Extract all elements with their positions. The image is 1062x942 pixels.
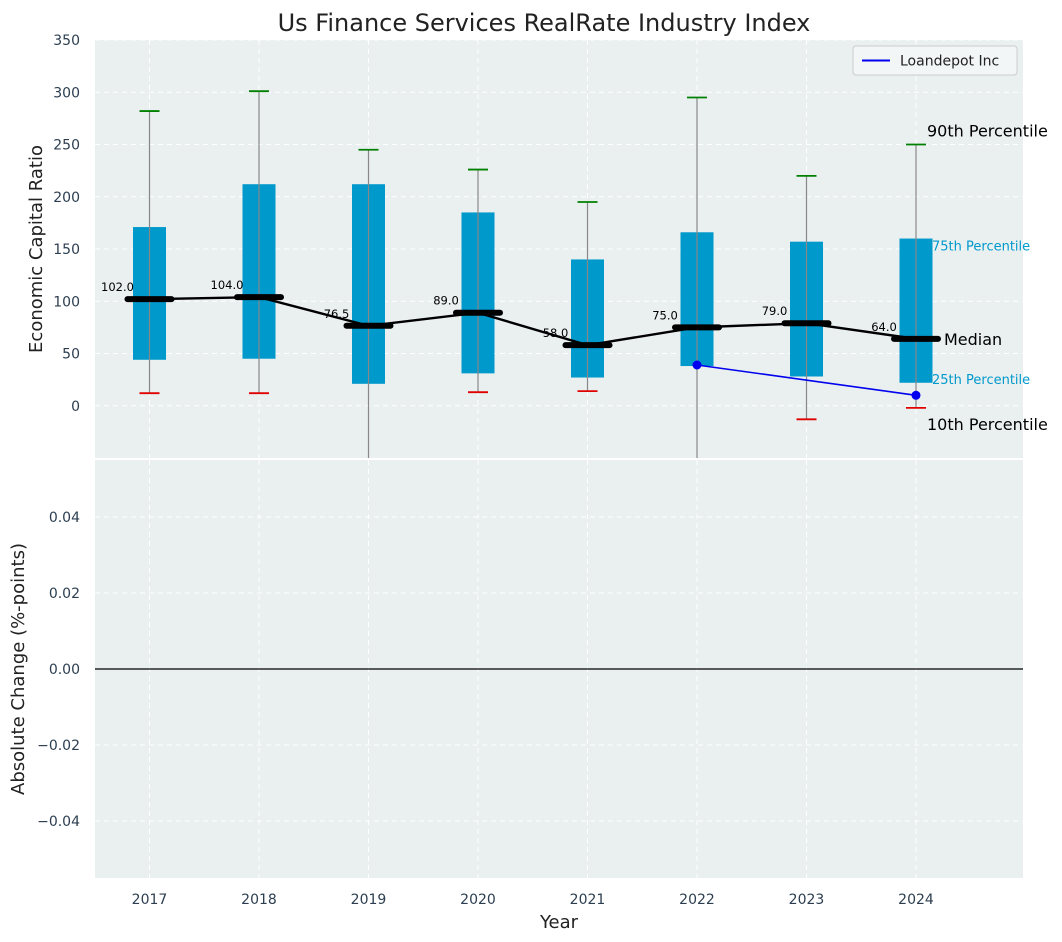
percentile-annotations: 90th Percentile 75th Percentile Median 25th… [927, 122, 1048, 434]
top-y-tick-label: 350 [53, 33, 80, 49]
box-group-2021 [571, 201, 604, 393]
annotation-90th: 90th Percentile [927, 122, 1048, 141]
box-group-2024 [899, 143, 933, 409]
bottom-y-tick-label: 0.02 [49, 586, 80, 602]
company-series [692, 360, 921, 400]
median-value-label: 64.0 [871, 320, 897, 334]
bottom-y-tick-label: −0.04 [37, 814, 80, 830]
company-point [692, 360, 702, 370]
median-value-label: 76.5 [324, 307, 350, 321]
annotation-75th: 75th Percentile [932, 240, 1030, 255]
median-value-label: 79.0 [762, 304, 788, 318]
top-y-tick-label: 0 [71, 399, 80, 415]
annotation-25th: 25th Percentile [932, 373, 1030, 388]
bottom-y-axis-label: Absolute Change (%-points) [8, 543, 29, 795]
x-ticks: 2017 2018 2019 2020 2021 2022 2023 2024 [132, 892, 934, 908]
top-panel: 0 50 100 150 200 250 300 350 102.0 104.0 76.5 89.0… [26, 33, 1048, 458]
median-value-label: 89.0 [433, 294, 459, 308]
box-group-2023 [790, 174, 823, 421]
box-group-2022 [680, 96, 714, 458]
bottom-y-tick-label: 0.00 [49, 662, 80, 678]
box-series: 102.0 104.0 76.5 89.0 58.0 75.0 79.0 64.0 [101, 90, 941, 458]
legend: Loandepot Inc [852, 45, 1018, 76]
box-group-2020 [461, 168, 495, 394]
median-value-label: 102.0 [101, 280, 134, 294]
annotation-median: Median [944, 330, 1002, 349]
x-tick-label: 2018 [241, 892, 277, 908]
chart-title: Us Finance Services RealRate Industry In… [278, 9, 811, 37]
x-axis-label: Year [539, 912, 579, 933]
company-line [696, 364, 917, 397]
x-tick-label: 2023 [789, 892, 825, 908]
legend-label: Loandepot Inc [900, 54, 999, 70]
x-tick-label: 2019 [351, 892, 387, 908]
annotation-10th: 10th Percentile [927, 415, 1048, 434]
median-value-label: 58.0 [543, 326, 569, 340]
top-y-tick-label: 150 [53, 242, 80, 258]
median-value-label: 75.0 [652, 308, 678, 322]
top-y-tick-label: 200 [53, 190, 80, 206]
company-point [911, 390, 921, 400]
top-y-tick-label: 300 [53, 85, 80, 101]
legend-box [852, 45, 1018, 76]
top-y-tick-label: 250 [53, 138, 80, 154]
box-group-2019 [352, 148, 385, 458]
x-tick-label: 2020 [460, 892, 496, 908]
bottom-y-tick-label: 0.04 [49, 510, 80, 526]
top-y-ticks: 0 50 100 150 200 250 300 350 [53, 33, 80, 415]
bottom-panel: −0.04 −0.02 0.00 0.02 0.04 Absolute Change (… [8, 460, 1023, 878]
top-y-tick-label: 100 [53, 294, 80, 310]
bottom-y-ticks: −0.04 −0.02 0.00 0.02 0.04 [37, 510, 80, 830]
x-tick-label: 2022 [679, 892, 715, 908]
x-tick-label: 2021 [570, 892, 606, 908]
box-group-2018 [242, 90, 276, 395]
top-y-axis-label: Economic Capital Ratio [26, 145, 47, 353]
median-value-label: 104.0 [211, 278, 244, 292]
top-y-tick-label: 50 [62, 347, 80, 363]
bottom-y-tick-label: −0.02 [37, 738, 80, 754]
x-tick-label: 2017 [132, 892, 168, 908]
x-tick-label: 2024 [898, 892, 934, 908]
box-group-2017 [133, 110, 166, 395]
